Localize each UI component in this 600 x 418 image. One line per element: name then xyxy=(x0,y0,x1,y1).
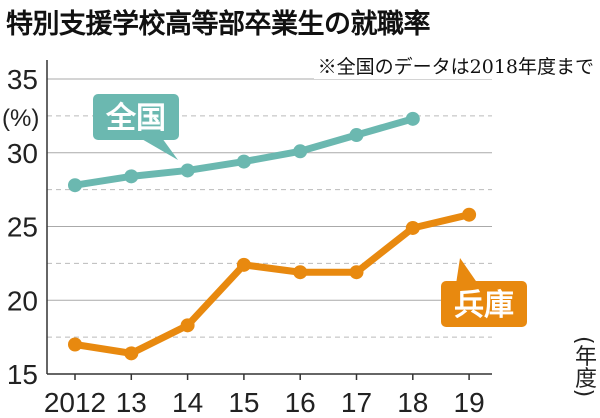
x-tick-label: 15 xyxy=(228,387,259,418)
data-point xyxy=(124,346,139,361)
data-point xyxy=(349,128,364,143)
x-tick-label: 13 xyxy=(116,387,147,418)
data-point xyxy=(124,169,139,184)
data-point xyxy=(293,144,308,159)
data-point xyxy=(349,265,364,280)
x-tick-label: 18 xyxy=(397,387,428,418)
y-tick-label: 35 xyxy=(7,64,38,95)
chart-note: ※全国のデータは2018年度まで xyxy=(313,52,594,79)
y-tick-label: 20 xyxy=(7,285,38,316)
label-pointer xyxy=(456,258,478,284)
y-tick-label: 30 xyxy=(7,138,38,169)
x-tick-label: 17 xyxy=(341,387,372,418)
y-tick-label: 25 xyxy=(7,212,38,243)
x-tick-label: 2012 xyxy=(44,387,106,418)
data-point xyxy=(68,337,82,352)
data-point xyxy=(180,163,195,178)
data-point xyxy=(236,257,251,272)
chart-title: 特別支援学校高等部卒業生の就職率 xyxy=(6,9,431,40)
series-line xyxy=(74,211,470,357)
data-point xyxy=(405,111,420,126)
series-label-box xyxy=(441,281,527,327)
series-label: 兵庫 xyxy=(454,288,514,323)
data-point xyxy=(462,207,477,222)
data-point xyxy=(293,265,308,280)
x-tick-label: 16 xyxy=(285,387,316,418)
x-tick-label: 19 xyxy=(454,387,485,418)
data-point xyxy=(68,178,82,193)
label-pointer xyxy=(140,138,178,160)
data-point xyxy=(236,154,251,169)
series-label-box xyxy=(93,94,179,140)
x-tick-label: 14 xyxy=(172,387,203,418)
data-point xyxy=(405,220,420,235)
series-label: 全国 xyxy=(105,101,166,136)
y-tick-label: 15 xyxy=(7,359,38,390)
data-point xyxy=(180,318,195,333)
x-axis-label: (年度) xyxy=(571,336,596,398)
y-axis-label: (%) xyxy=(2,105,39,132)
